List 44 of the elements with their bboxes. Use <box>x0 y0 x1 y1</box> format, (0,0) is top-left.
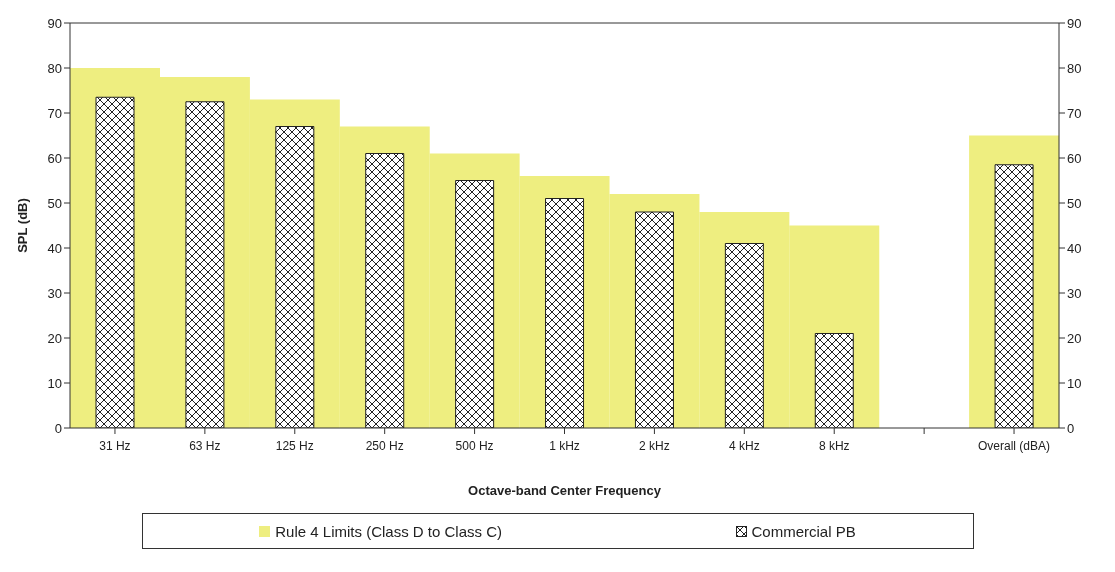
legend-label: Commercial PB <box>750 522 856 540</box>
y-tick-label: 70 <box>47 105 62 121</box>
legend-label: Rule 4 Limits (Class D to Class C) <box>274 522 502 540</box>
bar <box>365 153 405 428</box>
x-axis-title: Octave-band Center Frequency <box>468 483 662 498</box>
y-tick-label: 80 <box>47 60 62 76</box>
x-tick-label: 125 Hz <box>275 439 314 453</box>
y2-tick-label: 10 <box>1067 375 1082 391</box>
y-tick-label: 40 <box>47 240 62 256</box>
bar <box>724 243 764 428</box>
y2-tick-label: 50 <box>1067 195 1082 211</box>
y2-tick-label: 60 <box>1067 150 1082 166</box>
y2-tick-label: 80 <box>1067 60 1082 76</box>
y-tick-label: 50 <box>47 195 62 211</box>
bar <box>634 211 674 428</box>
y-tick-label: 90 <box>47 15 62 31</box>
x-tick-label: 1 kHz <box>549 439 580 453</box>
y-tick-label: 30 <box>47 285 62 301</box>
y2-tick-label: 20 <box>1067 330 1082 346</box>
bar <box>814 333 854 428</box>
x-tick-label: 8 kHz <box>818 439 850 453</box>
y-tick-label: 20 <box>47 330 62 346</box>
y-tick-label: 10 <box>47 375 62 391</box>
bar <box>455 180 495 428</box>
bar <box>185 101 225 428</box>
bar <box>275 126 315 428</box>
y-tick-label: 0 <box>54 420 62 436</box>
x-tick-label: Overall (dBA) <box>978 439 1051 453</box>
x-tick-label: 63 Hz <box>189 439 221 453</box>
x-tick-label: 31 Hz <box>99 439 131 453</box>
bar <box>545 198 585 428</box>
y2-tick-label: 40 <box>1067 240 1082 256</box>
y2-tick-label: 0 <box>1067 420 1075 436</box>
bar <box>994 164 1034 428</box>
y-tick-label: 60 <box>47 150 62 166</box>
bar <box>95 96 135 428</box>
y-axis-title: SPL (dB) <box>14 198 30 253</box>
y2-tick-label: 70 <box>1067 105 1082 121</box>
x-tick-label: 250 Hz <box>365 439 404 453</box>
y2-tick-label: 90 <box>1067 15 1082 31</box>
x-tick-label: 500 Hz <box>455 439 494 453</box>
y2-tick-label: 30 <box>1067 285 1082 301</box>
x-tick-label: 4 kHz <box>728 439 760 453</box>
x-tick-label: 2 kHz <box>639 439 670 453</box>
